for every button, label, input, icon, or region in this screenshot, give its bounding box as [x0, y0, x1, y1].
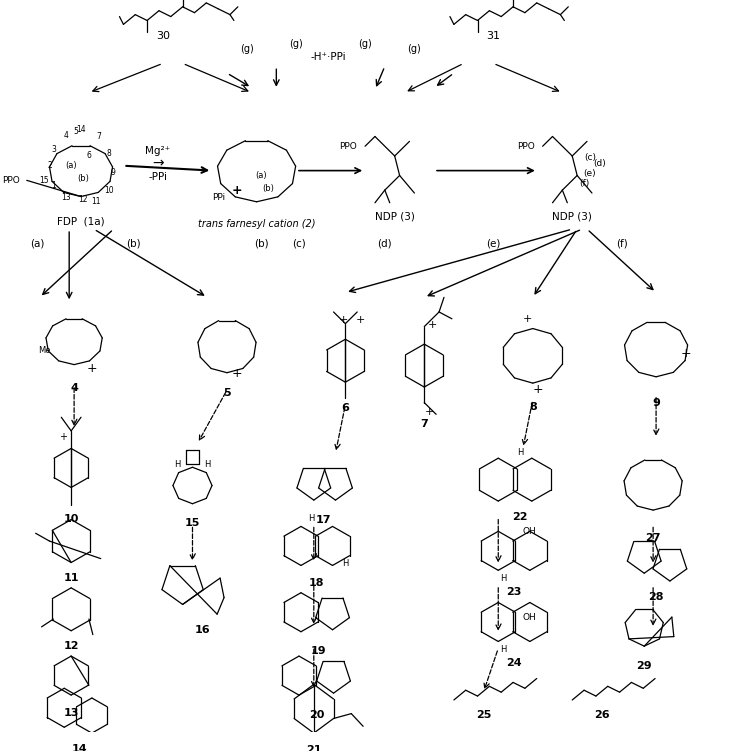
Text: 6: 6 — [341, 403, 349, 412]
Text: 30: 30 — [156, 31, 170, 41]
Text: 13: 13 — [62, 194, 71, 203]
Text: +: + — [355, 315, 365, 324]
Text: 26: 26 — [594, 710, 610, 719]
Text: (g): (g) — [240, 44, 254, 54]
Text: 7: 7 — [421, 419, 428, 429]
Text: H: H — [308, 514, 314, 523]
Text: (b): (b) — [77, 174, 89, 183]
Text: Me: Me — [38, 346, 51, 355]
Text: PPO: PPO — [339, 142, 357, 151]
Text: H: H — [500, 645, 506, 654]
Text: (a): (a) — [65, 161, 77, 170]
Text: (b): (b) — [126, 239, 141, 249]
Text: (g): (g) — [289, 39, 303, 49]
Text: (d): (d) — [594, 159, 606, 168]
Text: +: + — [424, 407, 434, 418]
Text: 8: 8 — [106, 149, 111, 158]
Text: 2: 2 — [47, 161, 52, 170]
Text: +: + — [231, 367, 242, 380]
Text: (b): (b) — [254, 239, 269, 249]
Text: 25: 25 — [476, 710, 491, 719]
Text: 31: 31 — [487, 31, 501, 41]
Text: 20: 20 — [309, 710, 324, 719]
Text: Mg²⁺: Mg²⁺ — [145, 146, 170, 156]
Text: 9: 9 — [110, 168, 115, 177]
Text: (e): (e) — [486, 239, 501, 249]
Text: (c): (c) — [584, 153, 596, 162]
Text: 24: 24 — [506, 658, 522, 668]
Text: +: + — [523, 314, 533, 324]
Text: NDP (3): NDP (3) — [375, 212, 415, 222]
Text: 14: 14 — [71, 743, 87, 751]
Text: 29: 29 — [636, 661, 652, 671]
Text: 11: 11 — [91, 198, 101, 207]
Text: 12: 12 — [63, 641, 79, 651]
Text: (c): (c) — [292, 239, 306, 249]
Text: 10: 10 — [103, 185, 114, 195]
Text: H: H — [175, 460, 181, 469]
Text: (g): (g) — [407, 44, 421, 54]
Text: 15: 15 — [39, 176, 48, 185]
Text: (g): (g) — [358, 39, 372, 49]
Text: (b): (b) — [263, 184, 275, 193]
Text: +: + — [338, 315, 348, 324]
Text: H: H — [500, 574, 506, 583]
Text: 3: 3 — [51, 145, 56, 154]
Text: H: H — [342, 559, 349, 568]
Text: 10: 10 — [63, 514, 79, 523]
Text: 11: 11 — [63, 573, 79, 583]
Text: (e): (e) — [584, 169, 596, 178]
Text: (a): (a) — [255, 171, 267, 180]
Text: 27: 27 — [645, 533, 661, 543]
Text: +: + — [87, 362, 97, 375]
Text: 13: 13 — [63, 707, 79, 718]
Text: 19: 19 — [311, 646, 327, 656]
Text: +: + — [231, 183, 242, 197]
Text: NDP (3): NDP (3) — [552, 212, 592, 222]
Text: 6: 6 — [87, 152, 91, 161]
Text: 17: 17 — [316, 514, 332, 525]
Text: PPO: PPO — [517, 142, 535, 151]
Text: 8: 8 — [529, 402, 537, 412]
Text: +: + — [59, 432, 68, 442]
Text: →: → — [152, 157, 164, 170]
Text: trans farnesyl cation (2): trans farnesyl cation (2) — [198, 219, 316, 229]
Text: 21: 21 — [306, 745, 321, 751]
Text: FDP  (1a): FDP (1a) — [57, 216, 105, 226]
Text: OH: OH — [523, 613, 537, 622]
Text: 28: 28 — [648, 592, 664, 602]
Text: 4: 4 — [64, 131, 69, 140]
Text: H: H — [517, 448, 523, 457]
Text: 12: 12 — [79, 195, 88, 204]
Text: 23: 23 — [506, 587, 522, 597]
Text: -H⁺·PPi: -H⁺·PPi — [310, 52, 346, 62]
Text: 16: 16 — [195, 625, 210, 635]
Text: 5: 5 — [73, 127, 79, 136]
Text: (d): (d) — [377, 239, 392, 249]
Text: +: + — [532, 384, 543, 397]
Text: H: H — [204, 460, 211, 469]
Text: PPi: PPi — [213, 194, 225, 203]
Text: +: + — [680, 348, 691, 360]
Text: +: + — [427, 320, 437, 330]
Text: 5: 5 — [223, 388, 230, 398]
Text: 22: 22 — [512, 511, 528, 522]
Text: 7: 7 — [96, 132, 101, 141]
Text: (a): (a) — [30, 239, 45, 249]
Text: (f): (f) — [579, 179, 589, 188]
Text: 18: 18 — [309, 578, 324, 588]
Text: PPO: PPO — [2, 176, 20, 185]
Text: -PPi: -PPi — [148, 173, 167, 182]
Text: 14: 14 — [76, 125, 86, 134]
Text: (f): (f) — [616, 239, 628, 249]
Text: 4: 4 — [70, 383, 78, 393]
Text: 15: 15 — [185, 517, 200, 527]
Text: 1: 1 — [51, 181, 56, 190]
Text: 9: 9 — [652, 397, 660, 408]
Text: OH: OH — [523, 526, 537, 535]
